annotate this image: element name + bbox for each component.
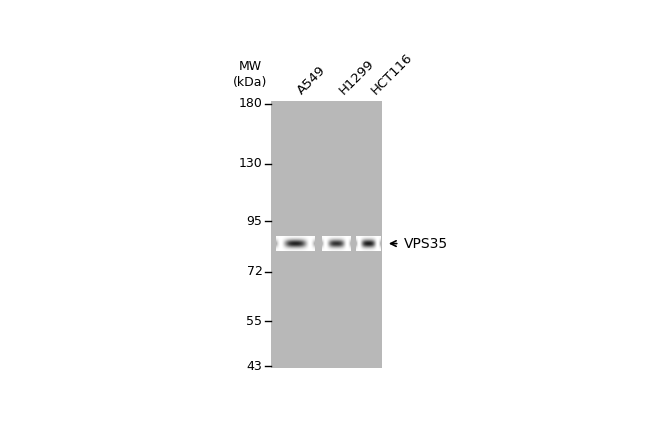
Text: 95: 95 [246,214,263,227]
Text: A549: A549 [295,64,329,97]
Text: 180: 180 [239,97,263,111]
Text: HCT116: HCT116 [369,51,415,97]
Bar [271,101,382,368]
Text: VPS35: VPS35 [404,237,448,251]
Text: 55: 55 [246,315,263,327]
Text: 43: 43 [246,360,263,373]
Text: 130: 130 [239,157,263,170]
Text: MW
(kDa): MW (kDa) [233,60,267,89]
Text: H1299: H1299 [337,57,376,97]
Text: 72: 72 [246,265,263,279]
